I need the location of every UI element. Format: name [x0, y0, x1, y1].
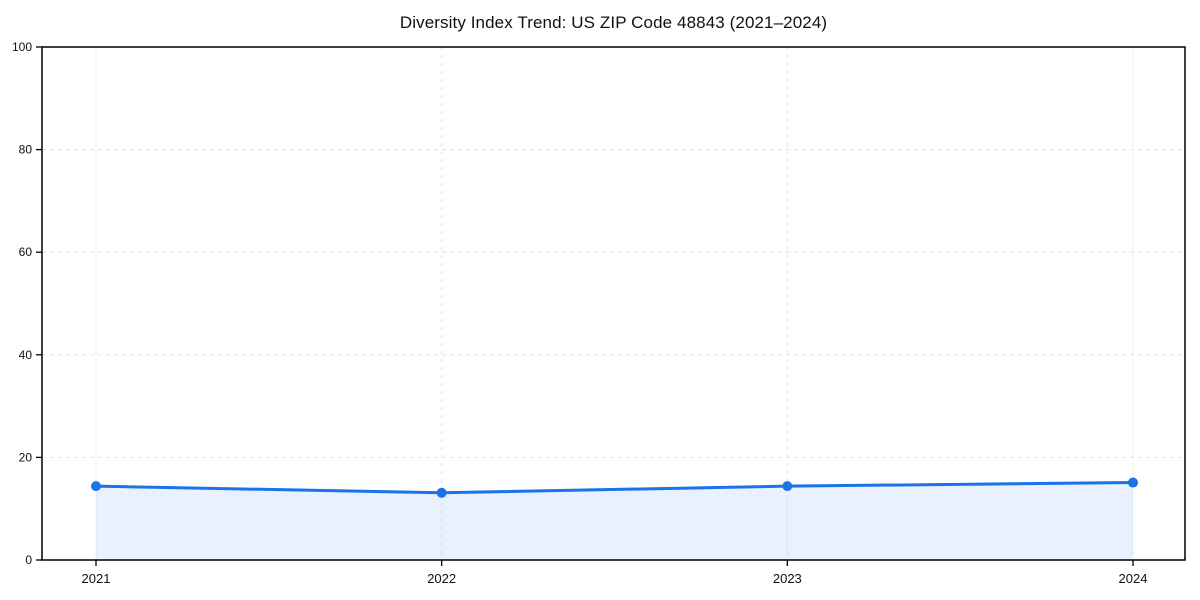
- y-tick-label: 80: [19, 143, 33, 157]
- y-tick-label: 20: [19, 450, 33, 464]
- y-tick-label: 100: [12, 40, 32, 54]
- x-tick-label: 2024: [1119, 571, 1148, 586]
- x-tick-label: 2022: [427, 571, 456, 586]
- y-tick-label: 0: [25, 553, 32, 567]
- trend-line: [94, 481, 1135, 495]
- chart-title: Diversity Index Trend: US ZIP Code 48843…: [399, 13, 828, 32]
- area-fill: [96, 482, 1133, 560]
- y-tick-label: 40: [19, 348, 33, 362]
- data-point-2024: [1128, 477, 1138, 488]
- x-tick-label: 2021: [82, 571, 111, 586]
- y-tick-label: 60: [19, 245, 33, 259]
- x-tick-label: 2023: [773, 571, 802, 586]
- plot-border: [41, 46, 1186, 561]
- data-point-2023: [782, 481, 793, 492]
- data-point-2021: [91, 481, 101, 492]
- data-point-2022: [436, 487, 447, 498]
